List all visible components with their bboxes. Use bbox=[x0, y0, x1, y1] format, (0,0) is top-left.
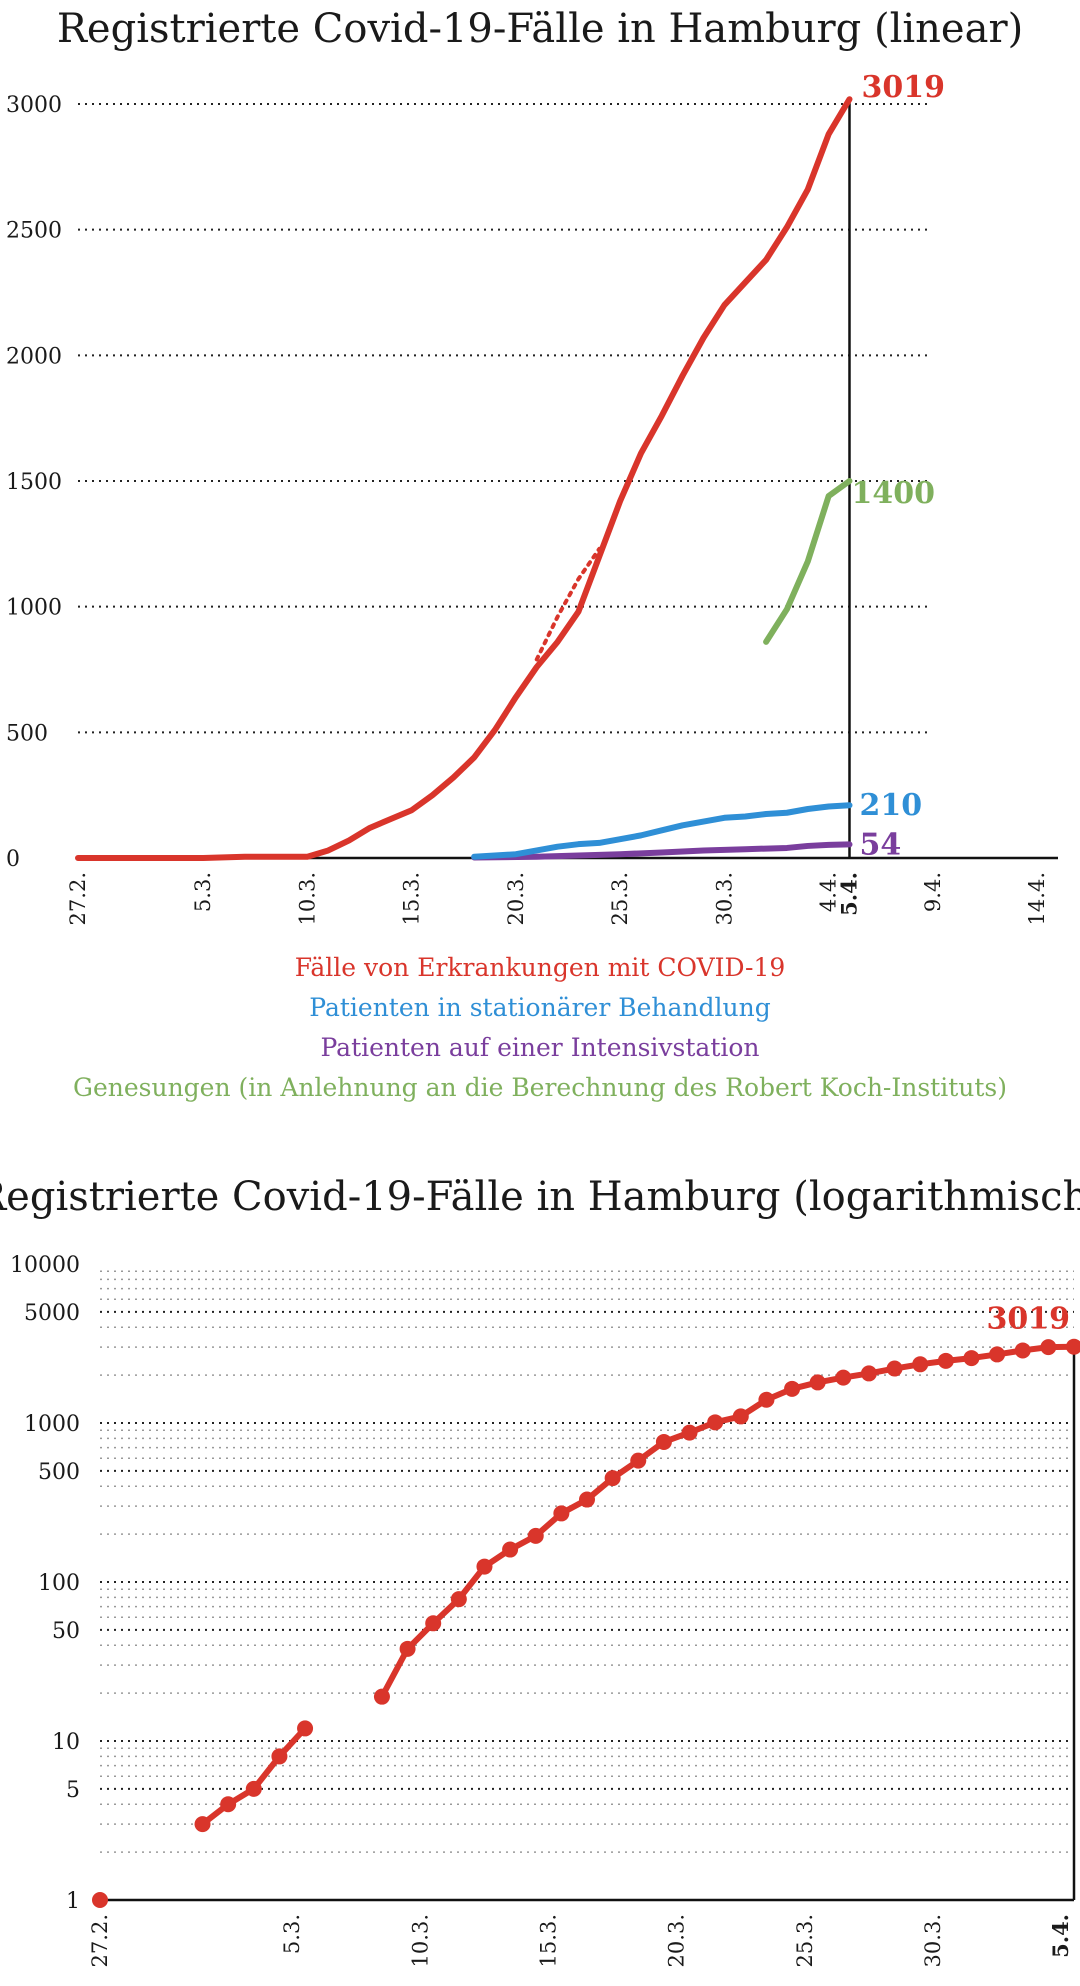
data-point bbox=[527, 1527, 544, 1544]
x-tick-label: 20.3. bbox=[504, 872, 528, 925]
x-tick-label: 4.4. bbox=[817, 872, 841, 912]
data-point bbox=[604, 1470, 621, 1487]
data-point bbox=[399, 1640, 416, 1657]
end-label-recovered: 1400 bbox=[851, 476, 935, 511]
series-line-icu bbox=[471, 841, 853, 861]
series-line-hospital bbox=[471, 802, 853, 860]
y-tick-label: 1000 bbox=[24, 1412, 80, 1437]
data-point bbox=[937, 1352, 954, 1369]
x-tick-label: 9.4. bbox=[921, 872, 945, 912]
log-chart: Registrierte Covid-19-Fälle in Hamburg (… bbox=[0, 1174, 1080, 1967]
y-tick-label: 10000 bbox=[10, 1253, 80, 1278]
data-point bbox=[681, 1424, 698, 1441]
data-point bbox=[92, 1892, 108, 1908]
log-gridlines bbox=[100, 1270, 1076, 1902]
data-point bbox=[450, 1591, 467, 1608]
y-tick-label: 100 bbox=[38, 1571, 80, 1596]
linear-series bbox=[75, 96, 853, 861]
legend: Fälle von Erkrankungen mit COVID-19 Patie… bbox=[73, 953, 1007, 1102]
linear-end-labels: 3019 210 54 1400 bbox=[851, 70, 945, 862]
log-y-tick-labels: 1 5 10 50 100 500 1000 5000 10000 bbox=[10, 1253, 80, 1914]
x-tick-label: 5.4. bbox=[836, 872, 861, 916]
y-tick-label: 500 bbox=[38, 1460, 80, 1485]
data-point bbox=[553, 1505, 570, 1522]
y-tick-label: 1000 bbox=[6, 596, 62, 621]
x-tick-label: 10.3. bbox=[295, 872, 319, 925]
data-point bbox=[425, 1615, 442, 1632]
linear-y-tick-labels: 0 500 1000 1500 2000 2500 3000 bbox=[6, 93, 62, 872]
y-tick-label: 5 bbox=[66, 1778, 80, 1803]
x-tick-label: 25.3. bbox=[793, 1914, 817, 1967]
x-tick-label: 20.3. bbox=[665, 1914, 689, 1967]
data-point bbox=[758, 1391, 775, 1408]
y-tick-label: 5000 bbox=[24, 1301, 80, 1326]
data-point bbox=[989, 1346, 1006, 1363]
x-tick-label: 15.3. bbox=[537, 1914, 561, 1967]
y-tick-label: 3000 bbox=[6, 93, 62, 118]
data-point bbox=[784, 1380, 801, 1397]
y-tick-label: 2000 bbox=[6, 344, 62, 369]
data-point bbox=[245, 1780, 262, 1797]
y-tick-label: 1500 bbox=[6, 470, 62, 495]
y-tick-label: 1 bbox=[66, 1889, 80, 1914]
log-end-labels: 3019 bbox=[987, 1302, 1071, 1337]
data-point bbox=[194, 1816, 211, 1833]
x-tick-label: 5.3. bbox=[280, 1914, 304, 1954]
data-point bbox=[373, 1688, 390, 1705]
data-point bbox=[502, 1541, 519, 1558]
series-line-cases bbox=[378, 1343, 1077, 1700]
log-x-tick-labels: 27.2. 5.3. 10.3. 15.3. 20.3. 25.3. 30.3. 5.4. bbox=[88, 1914, 1073, 1967]
data-point bbox=[707, 1414, 724, 1431]
linear-x-tick-labels: 27.2. 5.3. 10.3. 15.3. 20.3. 25.3. 30.3. 4.4.5.… bbox=[66, 872, 1049, 925]
data-point bbox=[809, 1374, 826, 1391]
end-label-cases: 3019 bbox=[987, 1302, 1071, 1337]
data-point bbox=[655, 1433, 672, 1450]
linear-chart-title: Registrierte Covid-19-Fälle in Hamburg (… bbox=[57, 6, 1023, 52]
series-line-cases bbox=[75, 96, 853, 861]
x-tick-label: 5.3. bbox=[191, 872, 215, 912]
x-tick-label: 25.3. bbox=[608, 872, 632, 925]
data-point bbox=[220, 1796, 237, 1813]
data-point bbox=[271, 1748, 288, 1765]
x-tick-label: 5.4. bbox=[1048, 1914, 1073, 1958]
data-point bbox=[476, 1558, 493, 1575]
data-point bbox=[1014, 1342, 1031, 1359]
x-tick-label: 10.3. bbox=[408, 1914, 432, 1967]
x-tick-label: 27.2. bbox=[88, 1914, 112, 1967]
linear-chart: Registrierte Covid-19-Fälle in Hamburg (… bbox=[6, 6, 1058, 1102]
x-tick-label: 30.3. bbox=[921, 1914, 945, 1967]
data-point bbox=[835, 1369, 852, 1386]
data-point bbox=[1066, 1338, 1080, 1355]
legend-item-hospital: Patienten in stationärer Behandlung bbox=[309, 993, 770, 1022]
x-tick-label: 15.3. bbox=[400, 872, 424, 925]
y-tick-label: 50 bbox=[52, 1619, 80, 1644]
end-label-cases: 3019 bbox=[861, 70, 945, 105]
data-point bbox=[297, 1720, 314, 1737]
data-point bbox=[732, 1408, 749, 1425]
x-tick-label: 27.2. bbox=[66, 872, 90, 925]
data-point bbox=[579, 1491, 595, 1508]
series-line-recovered bbox=[763, 478, 853, 645]
log-series bbox=[92, 1338, 1080, 1908]
cases-dotted-line bbox=[534, 546, 602, 662]
data-point bbox=[912, 1356, 929, 1373]
data-point bbox=[886, 1360, 903, 1377]
end-label-hospital: 210 bbox=[859, 788, 922, 823]
y-tick-label: 0 bbox=[6, 847, 20, 872]
y-tick-label: 500 bbox=[6, 721, 48, 746]
y-tick-label: 10 bbox=[52, 1730, 80, 1755]
data-point bbox=[860, 1365, 877, 1382]
data-point bbox=[1040, 1339, 1057, 1356]
x-tick-label: 30.3. bbox=[712, 872, 736, 925]
data-point bbox=[630, 1452, 647, 1469]
log-chart-title: Registrierte Covid-19-Fälle in Hamburg (… bbox=[0, 1174, 1080, 1220]
legend-item-icu: Patienten auf einer Intensivstation bbox=[320, 1033, 759, 1062]
legend-item-cases: Fälle von Erkrankungen mit COVID-19 bbox=[295, 953, 786, 982]
x-tick-label: 14.4. bbox=[1025, 872, 1049, 925]
end-label-icu: 54 bbox=[859, 827, 901, 862]
legend-item-recovered: Genesungen (in Anlehnung an die Berechnu… bbox=[73, 1073, 1007, 1102]
data-point bbox=[963, 1350, 980, 1367]
y-tick-label: 2500 bbox=[6, 219, 62, 244]
